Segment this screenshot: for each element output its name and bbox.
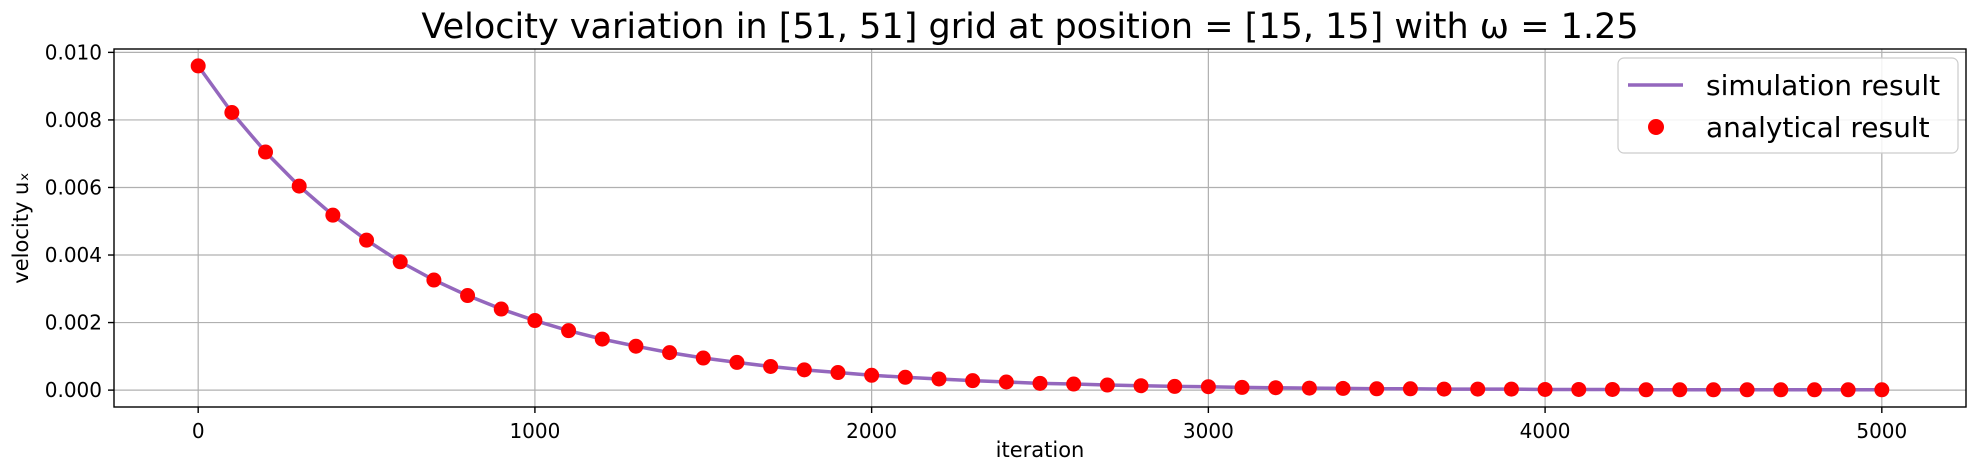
analytical-point bbox=[1335, 380, 1351, 396]
analytical-point bbox=[1470, 381, 1486, 397]
x-tick-label: 1000 bbox=[509, 419, 560, 443]
analytical-point bbox=[460, 288, 476, 304]
analytical-point bbox=[998, 374, 1014, 390]
analytical-point bbox=[1234, 379, 1250, 395]
analytical-point bbox=[1436, 381, 1452, 397]
analytical-point bbox=[291, 178, 307, 194]
axes-frame bbox=[113, 48, 1967, 408]
analytical-point bbox=[561, 323, 577, 339]
analytical-point bbox=[359, 232, 375, 248]
analytical-point bbox=[1571, 381, 1587, 397]
analytical-point bbox=[224, 104, 240, 120]
analytical-point bbox=[1200, 379, 1216, 395]
analytical-point bbox=[1806, 382, 1822, 398]
analytical-point bbox=[897, 369, 913, 385]
analytical-point bbox=[325, 207, 341, 223]
analytical-point bbox=[1537, 381, 1553, 397]
plot-area bbox=[190, 58, 1890, 398]
analytical-point bbox=[392, 254, 408, 270]
analytical-point bbox=[1402, 381, 1418, 397]
analytical-point bbox=[628, 338, 644, 354]
y-tick-label: 0.004 bbox=[45, 243, 102, 267]
legend-label: simulation result bbox=[1706, 69, 1940, 102]
analytical-point bbox=[763, 358, 779, 374]
analytical-point bbox=[1503, 381, 1519, 397]
legend-box bbox=[1617, 57, 1959, 154]
analytical-point bbox=[1672, 382, 1688, 398]
x-tick-label: 5000 bbox=[1856, 419, 1907, 443]
analytical-point bbox=[864, 367, 880, 383]
analytical-point bbox=[1773, 382, 1789, 398]
y-tick-label: 0.008 bbox=[45, 108, 102, 132]
analytical-point bbox=[729, 354, 745, 370]
y-axis-label: velocity uₓ bbox=[9, 172, 33, 283]
analytical-point bbox=[190, 58, 206, 74]
analytical-point bbox=[493, 301, 509, 317]
analytical-point bbox=[1032, 375, 1048, 391]
analytical-point bbox=[931, 371, 947, 387]
analytical-point bbox=[258, 144, 274, 160]
analytical-point bbox=[1066, 376, 1082, 392]
chart-title: Velocity variation in [51, 51] grid at p… bbox=[421, 7, 1638, 47]
legend-swatch-marker bbox=[1648, 119, 1664, 135]
legend: simulation result analytical result bbox=[1617, 57, 1959, 154]
analytical-point bbox=[1268, 380, 1284, 396]
analytical-point bbox=[1099, 377, 1115, 393]
x-tick-label: 3000 bbox=[1183, 419, 1234, 443]
y-tick-label: 0.002 bbox=[45, 311, 102, 335]
x-axis-label: iteration bbox=[996, 438, 1085, 462]
analytical-point bbox=[1739, 382, 1755, 398]
x-tick-label: 4000 bbox=[1520, 419, 1571, 443]
analytical-point bbox=[830, 365, 846, 381]
analytical-point bbox=[796, 362, 812, 378]
axis-ticks: 0 1000 2000 3000 4000 5000 0.000 0.002 0.004 0.00… bbox=[45, 40, 1908, 443]
analytical-point bbox=[662, 345, 678, 361]
y-tick-label: 0.000 bbox=[45, 378, 102, 402]
analytical-point bbox=[1705, 382, 1721, 398]
analytical-point bbox=[1133, 378, 1149, 394]
analytical-point bbox=[1301, 380, 1317, 396]
analytical-point bbox=[1840, 382, 1856, 398]
analytical-point bbox=[965, 373, 981, 389]
analytical-point bbox=[1167, 378, 1183, 394]
analytical-point bbox=[1604, 381, 1620, 397]
y-tick-label: 0.010 bbox=[45, 40, 102, 64]
analytical-point bbox=[1638, 382, 1654, 398]
x-tick-label: 2000 bbox=[846, 419, 897, 443]
legend-label: analytical result bbox=[1706, 111, 1930, 144]
y-tick-label: 0.006 bbox=[45, 175, 102, 199]
analytical-point bbox=[1369, 381, 1385, 397]
x-tick-label: 0 bbox=[192, 419, 205, 443]
analytical-point bbox=[695, 350, 711, 366]
analytical-point bbox=[594, 331, 610, 347]
analytical-point bbox=[1874, 382, 1890, 398]
analytical-point bbox=[426, 272, 442, 288]
analytical-point bbox=[527, 313, 543, 329]
